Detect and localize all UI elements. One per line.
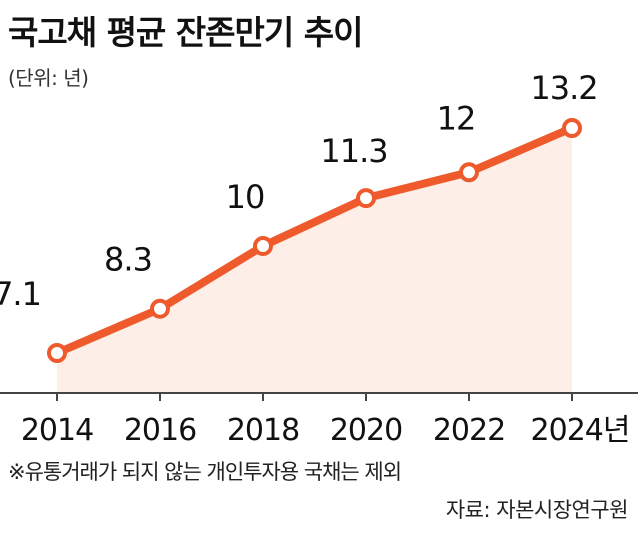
footnote: ※유통거래가 되지 않는 개인투자용 국채는 제외	[8, 460, 402, 484]
x-tick-label: 2022	[433, 413, 505, 448]
data-point	[459, 162, 479, 183]
data-label: 8.3	[104, 241, 152, 279]
source-name: 자본시장연구원	[496, 498, 628, 522]
x-tick-label: 2018	[227, 413, 299, 448]
area-fill	[57, 128, 572, 393]
data-point	[253, 236, 273, 257]
source-credit: 자료: 자본시장연구원	[445, 494, 629, 524]
source-label: 자료:	[445, 498, 491, 522]
x-tick-label: 2020	[330, 413, 402, 448]
data-label: 13.2	[530, 69, 597, 107]
series-line	[53, 124, 576, 357]
chart-title: 국고채 평균 잔존만기 추이	[8, 13, 363, 52]
data-label: 11.3	[320, 132, 387, 170]
data-point	[150, 298, 170, 319]
data-label: 10	[226, 178, 265, 216]
x-tick-label: 2014	[21, 413, 93, 448]
x-tick-label: 2024년	[531, 413, 630, 448]
data-point	[562, 118, 582, 138]
data-point	[356, 188, 376, 209]
data-label: 7.1	[0, 275, 41, 313]
x-tick-label: 2016	[124, 413, 196, 448]
data-label: 12	[437, 99, 476, 137]
unit-label: (단위: 년)	[8, 66, 89, 90]
data-point	[47, 343, 67, 363]
